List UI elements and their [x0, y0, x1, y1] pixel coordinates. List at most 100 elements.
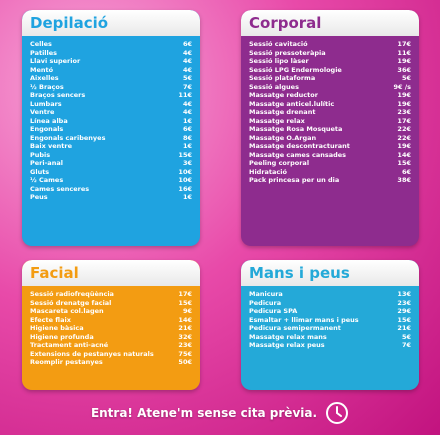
panel-facial: Facial Sessió radiofreqüència 17€ Sessió d…	[22, 260, 200, 390]
service-name: Sessió cavitació	[249, 40, 308, 48]
service-price: 5€	[401, 74, 411, 82]
service-price: 7€	[182, 82, 192, 91]
price-row: Mentó 4€	[30, 66, 192, 75]
service-name: Cames senceres	[30, 184, 90, 193]
price-row: Esmaltar + llimar mans i peus 15€	[249, 316, 411, 325]
price-row: Engonals caribenyes 8€	[30, 134, 192, 143]
service-name: Baix ventre	[30, 142, 73, 150]
footer-text: Entra! Atene'm sense cita prèvia.	[90, 406, 318, 420]
service-price: 21€	[397, 324, 411, 332]
service-name: Massatge anticel.lulític	[249, 99, 335, 108]
service-name: Sessió drenatge facial	[30, 298, 112, 307]
service-name: Pedicura SPA	[249, 307, 298, 315]
service-price: 32€	[178, 332, 192, 341]
service-price: 15€	[397, 159, 411, 167]
service-price: 15€	[178, 298, 192, 307]
price-list: Sessió radiofreqüència 17€ Sessió drenatge…	[22, 286, 200, 367]
price-row: Efecte flaix 14€	[30, 316, 192, 325]
service-price: 17€	[397, 40, 411, 48]
price-row: Pedicura 23€	[249, 299, 411, 308]
service-price: 1€	[182, 193, 192, 201]
price-row: Massatge drenant 23€	[249, 108, 411, 117]
service-name: Sessió pressoteràpia	[249, 48, 326, 57]
price-list: Celles 6€ Patilles 4€ Llavi superior 4€ Mentó 4…	[22, 36, 200, 202]
panel-title: Facial	[22, 260, 200, 286]
price-row: Pedicura SPA 29€	[249, 307, 411, 316]
price-row: Massatge relax mans 5€	[249, 333, 411, 342]
service-price: 10€	[178, 176, 192, 184]
service-price: 15€	[397, 315, 411, 324]
price-row: Pack princesa per un dia 38€	[249, 176, 411, 185]
service-name: Massatge Rosa Mosqueta	[249, 125, 343, 133]
price-row: Sessió lipo làser 19€	[249, 57, 411, 66]
price-row: Sessió LPG Endermologie 36€	[249, 66, 411, 75]
service-price: 21€	[178, 324, 192, 332]
service-name: Peeling corporal	[249, 159, 310, 167]
service-name: Mascareta col.lagen	[30, 307, 104, 315]
service-name: Massatge reductor	[249, 91, 318, 99]
price-row: Pubis 15€	[30, 151, 192, 160]
service-name: Llavi superior	[30, 57, 81, 65]
service-name: Aixelles	[30, 74, 59, 82]
service-price: 19€	[397, 91, 411, 99]
service-name: Esmaltar + llimar mans i peus	[249, 315, 359, 324]
service-name: ½ Cames	[30, 176, 64, 184]
service-price: 6€	[401, 167, 411, 176]
price-row: Massatge Rosa Mosqueta 22€	[249, 125, 411, 134]
price-row: Massatge reductor 19€	[249, 91, 411, 100]
service-price: 19€	[397, 99, 411, 108]
panel-mans-i-peus: Mans i peus Manicura 13€ Pedicura 23€ Pedicu…	[241, 260, 419, 390]
service-price: 23€	[397, 108, 411, 116]
price-row: Sessió plataforma 5€	[249, 74, 411, 83]
service-price: 3€	[182, 159, 192, 167]
service-name: Manicura	[249, 290, 283, 298]
service-price: 6€	[182, 125, 192, 133]
price-row: Baix ventre 1€	[30, 142, 192, 151]
service-name: Línea alba	[30, 116, 68, 125]
service-price: 17€	[397, 116, 411, 125]
service-name: Engonals caribenyes	[30, 133, 106, 142]
service-name: Extensions de pestanyes naturals	[30, 349, 154, 358]
service-price: 14€	[178, 315, 192, 324]
price-row: Reomplir pestanyes 50€	[30, 358, 192, 367]
service-price: 13€	[397, 290, 411, 298]
price-row: Llavi superior 4€	[30, 57, 192, 66]
price-row: Massatge relax peus 7€	[249, 341, 411, 350]
price-row: Peeling corporal 15€	[249, 159, 411, 168]
price-row: Massatge relax 17€	[249, 117, 411, 126]
service-name: Sessió radiofreqüència	[30, 290, 114, 298]
service-name: Hidratació	[249, 167, 287, 176]
price-row: Tractament anti-acné 23€	[30, 341, 192, 350]
price-row: Sessió cavitació 17€	[249, 40, 411, 49]
panel-title: Mans i peus	[241, 260, 419, 286]
service-name: Braços sencers	[30, 91, 86, 99]
service-price: 10€	[178, 167, 192, 176]
price-row: Lumbars 4€	[30, 100, 192, 109]
price-row: Cames senceres 16€	[30, 185, 192, 194]
price-row: Extensions de pestanyes naturals 75€	[30, 350, 192, 359]
service-name: Massatge relax mans	[249, 332, 327, 341]
service-price: 6€	[182, 40, 192, 48]
price-row: Manicura 13€	[249, 290, 411, 299]
price-row: Massatge O.Argan 22€	[249, 134, 411, 143]
clock-icon	[326, 402, 349, 424]
service-name: Tractament anti-acné	[30, 341, 109, 349]
service-price: 15€	[178, 150, 192, 159]
service-price: 4€	[182, 99, 192, 108]
service-name: Massatge relax	[249, 116, 305, 125]
price-row: Sessió algues 9€ /s	[249, 83, 411, 92]
service-name: Patilles	[30, 48, 58, 57]
price-row: Sessió pressoteràpia 11€	[249, 49, 411, 58]
service-price: 38€	[397, 176, 411, 184]
service-name: Engonals	[30, 125, 64, 133]
price-row: Celles 6€	[30, 40, 192, 49]
price-row: Higiene bàsica 21€	[30, 324, 192, 333]
price-row: Pedicura semipermanent 21€	[249, 324, 411, 333]
service-price: 8€	[182, 133, 192, 142]
price-row: Mascareta col.lagen 9€	[30, 307, 192, 316]
price-row: Gluts 10€	[30, 168, 192, 177]
service-price: 5€	[401, 332, 411, 341]
price-row: Ventre 4€	[30, 108, 192, 117]
service-price: 4€	[182, 48, 192, 57]
service-price: 75€	[178, 349, 192, 358]
